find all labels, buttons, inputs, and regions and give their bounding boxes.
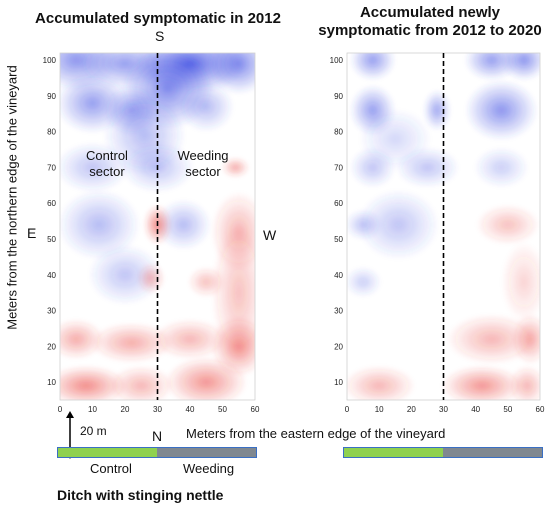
right-heat-blob (474, 147, 529, 188)
right-heat-blob (512, 314, 540, 365)
left-y-tick-label: 30 (47, 307, 56, 316)
right-y-tick-label: 80 (334, 128, 343, 137)
left-axes: 10 20 30 40 50 60 70 80 90 100 0 10 20 30 40 50 60 (43, 52, 260, 414)
left-chart-title: Accumulated symptomatic in 2012 (35, 10, 281, 27)
distance-label: 20 m (80, 424, 107, 438)
right-heat-blob (501, 241, 540, 323)
left-heat-blob (221, 157, 250, 178)
right-heat-blob (423, 90, 451, 131)
weeding-sector-label: Weeding sector (168, 148, 238, 180)
right-y-tick-label: 50 (334, 235, 343, 244)
right-x-tick-label: 40 (471, 405, 480, 414)
left-y-tick-label: 90 (47, 92, 56, 101)
left-y-tick-label: 60 (47, 199, 56, 208)
left-x-tick-label: 0 (58, 405, 63, 414)
left-heat-blob (178, 81, 234, 132)
left-y-tick-label: 70 (47, 163, 56, 172)
right-heat-blob (350, 53, 396, 81)
bar-control-label: Control (90, 461, 132, 476)
right-heat-blob (395, 147, 459, 188)
left-heat-blob (60, 189, 140, 260)
right-y-tick-label: 20 (334, 342, 343, 351)
right-heat-blob (509, 365, 540, 400)
left-heat-blob (60, 142, 129, 193)
right-heat-blob (441, 365, 523, 400)
left-y-tick-label: 20 (47, 342, 56, 351)
left-heat-blob (90, 322, 173, 363)
west-label: W (263, 227, 277, 243)
right-x-tick-label: 0 (345, 405, 350, 414)
right-heatmap-area (347, 53, 540, 400)
right-chart-title-line1: Accumulated newly (359, 4, 501, 21)
left-y-tick-label: 10 (47, 378, 56, 387)
left-y-tick-label: 50 (47, 235, 56, 244)
left-heat-blob (188, 266, 225, 297)
right-heat-blob (501, 53, 540, 81)
left-y-tick-label: 40 (47, 271, 56, 280)
right-x-tick-label: 50 (503, 405, 512, 414)
right-heat-blob (476, 204, 540, 245)
right-axes: 10 20 30 40 50 60 70 80 90 100 0 10 20 30 40 50 60 (330, 52, 545, 414)
control-sector-line2: sector (89, 164, 125, 179)
left-heat-blob (153, 319, 227, 360)
right-x-tick-label: 30 (439, 405, 448, 414)
right-control-segment (344, 448, 443, 457)
right-heat-blob (347, 266, 382, 297)
right-x-tick-label: 60 (536, 405, 545, 414)
right-heat-blob (347, 365, 416, 400)
left-x-tick-label: 10 (88, 405, 97, 414)
weeding-sector-line1: Weeding (177, 148, 229, 163)
left-heat-blob (60, 365, 127, 400)
left-heat-blob (165, 357, 248, 400)
control-sector-line1: Control (86, 148, 128, 163)
left-x-tick-label: 60 (251, 405, 260, 414)
left-heat-blob (156, 199, 211, 250)
left-heatmap-area (60, 53, 255, 400)
left-y-tick-label: 80 (47, 128, 56, 137)
left-heat-blob (206, 53, 255, 94)
right-chart-title-line2: symptomatic from 2012 to 2020 (318, 22, 542, 39)
east-label: E (27, 225, 37, 241)
left-x-tick-label: 50 (218, 405, 227, 414)
right-weeding-segment (443, 448, 542, 457)
right-heat-blob (465, 80, 538, 141)
right-heat-blob (446, 314, 537, 365)
right-x-tick-label: 20 (407, 405, 416, 414)
right-heat-blob (350, 147, 396, 188)
north-label: N (152, 428, 163, 444)
right-y-tick-label: 10 (334, 378, 343, 387)
left-x-tick-label: 30 (153, 405, 162, 414)
left-x-tick-label: 40 (186, 405, 195, 414)
right-heat-blob (357, 189, 439, 260)
right-y-tick-label: 40 (334, 271, 343, 280)
right-heat-blob (347, 209, 382, 240)
right-y-tick-label: 60 (334, 199, 343, 208)
left-treatment-bar (57, 447, 257, 458)
left-y-tick-label: 100 (43, 56, 57, 65)
weeding-sector-line2: sector (185, 164, 221, 179)
bar-weeding-label: Weeding (183, 461, 235, 476)
right-y-tick-label: 90 (334, 92, 343, 101)
left-heat-blob (60, 319, 104, 360)
x-axis-label: Meters from the eastern edge of the vine… (186, 426, 446, 441)
right-y-tick-label: 30 (334, 307, 343, 316)
right-treatment-bar (343, 447, 543, 458)
left-heat-blob (137, 263, 165, 294)
right-x-tick-label: 10 (375, 405, 384, 414)
left-weeding-segment (157, 448, 256, 457)
right-chart-title: Accumulated newly symptomatic from 2012 … (310, 4, 550, 40)
left-control-segment (58, 448, 157, 457)
south-label: S (155, 28, 165, 44)
right-y-tick-label: 70 (334, 163, 343, 172)
control-sector-label: Control sector (72, 148, 142, 180)
right-y-tick-label: 100 (330, 56, 344, 65)
left-x-tick-label: 20 (121, 405, 130, 414)
ditch-label: Ditch with stinging nettle (57, 487, 224, 503)
